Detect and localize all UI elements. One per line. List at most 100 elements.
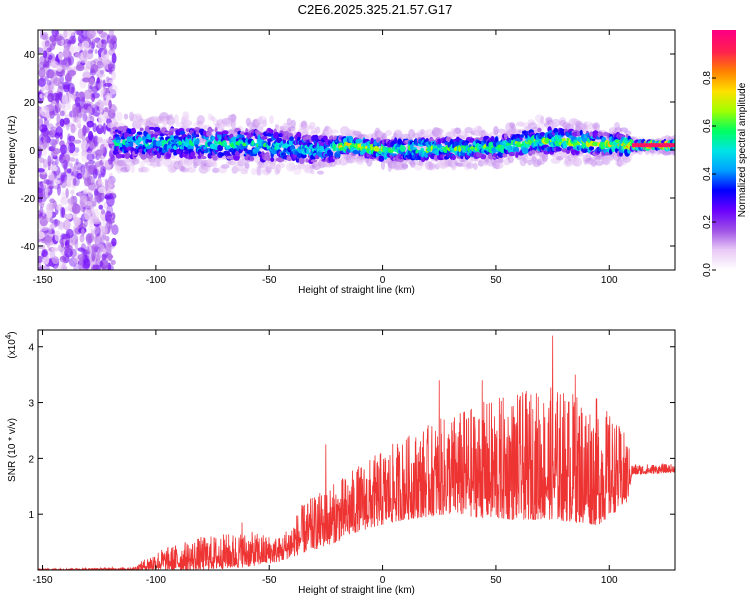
spectrogram-ytick-label: 0 bbox=[29, 146, 35, 157]
spectrogram-blob bbox=[70, 189, 75, 195]
colorbar-swatch bbox=[712, 156, 736, 159]
spectrogram-blob bbox=[57, 221, 66, 231]
spectrogram-blob bbox=[230, 113, 237, 123]
spectrogram-blob bbox=[72, 178, 77, 186]
spectrogram-blob bbox=[108, 63, 114, 70]
spectrogram-blob bbox=[102, 217, 106, 226]
spectrogram-blob bbox=[87, 200, 92, 207]
spectrogram-blob bbox=[47, 123, 54, 130]
colorbar-swatch bbox=[712, 54, 736, 57]
colorbar-swatch bbox=[712, 64, 736, 67]
spectrogram-blob bbox=[98, 190, 105, 203]
colorbar-swatch bbox=[712, 98, 736, 101]
spectrogram-blob bbox=[182, 111, 190, 121]
colorbar-swatch bbox=[712, 40, 736, 43]
spectrogram-blob bbox=[88, 160, 96, 165]
spectrogram-blob bbox=[67, 82, 76, 94]
spectrogram-blob bbox=[39, 206, 44, 218]
colorbar-swatch bbox=[712, 168, 736, 171]
colorbar-swatch bbox=[712, 84, 736, 87]
spectrogram-blob bbox=[44, 43, 51, 52]
spectrogram-blob bbox=[87, 49, 94, 54]
spectrogram-blob bbox=[58, 53, 63, 60]
spectrogram-blob bbox=[111, 224, 119, 236]
spectrogram-blob bbox=[87, 106, 92, 115]
spectrogram-blob bbox=[265, 165, 272, 174]
spectrogram-blob bbox=[54, 230, 61, 242]
spectrogram-blob bbox=[110, 105, 118, 114]
snr-xtick-label: 50 bbox=[490, 575, 502, 586]
spectrogram-blob bbox=[593, 122, 600, 131]
spectrogram-blob bbox=[590, 159, 597, 167]
colorbar-swatch bbox=[712, 216, 736, 219]
spectrogram-blob bbox=[221, 130, 229, 135]
colorbar-swatch bbox=[712, 96, 736, 99]
spectrogram-blob bbox=[92, 168, 98, 179]
colorbar-swatch bbox=[712, 226, 736, 229]
spectrogram-blob bbox=[102, 167, 107, 172]
spectrogram-blob bbox=[97, 41, 102, 49]
colorbar-swatch bbox=[712, 56, 736, 59]
colorbar-swatch bbox=[712, 172, 736, 175]
spectrogram-blob bbox=[56, 203, 64, 212]
colorbar-swatch bbox=[712, 228, 736, 231]
spectrogram-blob bbox=[148, 126, 155, 130]
colorbar-swatch bbox=[712, 50, 736, 53]
spectrogram-blob bbox=[75, 116, 82, 127]
snr-xtick-label: 100 bbox=[601, 575, 618, 586]
spectrogram-blob bbox=[153, 126, 161, 132]
spectrogram-blob bbox=[414, 164, 423, 171]
spectrogram-blob bbox=[44, 68, 48, 76]
spectrogram-blob bbox=[309, 121, 316, 130]
spectrogram-blob bbox=[101, 253, 107, 261]
colorbar-swatch bbox=[712, 262, 736, 265]
spectrogram-blob bbox=[78, 44, 83, 52]
colorbar-swatch bbox=[712, 186, 736, 189]
spectrogram-blob bbox=[278, 144, 282, 148]
spectrogram-ytick-label: -40 bbox=[21, 242, 36, 253]
spectrogram-blob bbox=[73, 52, 82, 58]
spectrogram-blob bbox=[51, 140, 57, 149]
spectrogram-blob bbox=[62, 48, 70, 59]
spectrogram-blob bbox=[72, 106, 80, 116]
colorbar-swatch bbox=[712, 118, 736, 121]
spectrogram-blob bbox=[465, 162, 475, 169]
colorbar-swatch bbox=[712, 248, 736, 251]
spectrogram-blob bbox=[268, 129, 274, 134]
spectrogram-blob bbox=[555, 147, 562, 152]
spectrogram-blob bbox=[51, 30, 59, 37]
spectrogram-blob bbox=[68, 135, 76, 142]
spectrogram-blob bbox=[48, 174, 55, 181]
spectrogram-blob bbox=[71, 152, 79, 157]
spectrogram-blob bbox=[435, 163, 440, 170]
spectrogram-blob bbox=[64, 244, 73, 252]
spectrogram-blob bbox=[310, 159, 318, 163]
spectrogram-xtick-label: -100 bbox=[146, 275, 166, 286]
spectrogram-blob bbox=[94, 234, 100, 246]
colorbar-swatch bbox=[712, 232, 736, 235]
spectrogram-blob bbox=[110, 225, 117, 232]
spectrogram-blob bbox=[96, 79, 103, 84]
spectrogram-blob bbox=[592, 141, 599, 147]
spectrogram-blob bbox=[517, 141, 521, 145]
colorbar-swatch bbox=[712, 206, 736, 209]
spectrogram-blob bbox=[262, 119, 268, 127]
spectrogram-blob bbox=[85, 234, 92, 245]
spectrogram-blob bbox=[60, 206, 64, 219]
spectrogram-blob bbox=[60, 178, 67, 189]
spectrogram-blob bbox=[77, 247, 85, 252]
spectrogram-blob bbox=[131, 157, 140, 165]
spectrogram-blob bbox=[43, 56, 52, 69]
spectrogram-blob bbox=[42, 139, 46, 151]
spectrogram-blob bbox=[65, 102, 71, 110]
spectrogram-blob bbox=[317, 170, 324, 175]
spectrogram-blob bbox=[80, 163, 86, 176]
colorbar-swatch bbox=[712, 208, 736, 211]
colorbar-swatch bbox=[712, 38, 736, 41]
spectrogram-blob bbox=[139, 161, 145, 168]
colorbar-swatch bbox=[712, 68, 736, 71]
spectrogram-blob bbox=[220, 164, 230, 169]
spectrogram-blob bbox=[46, 179, 54, 186]
colorbar bbox=[712, 30, 736, 271]
